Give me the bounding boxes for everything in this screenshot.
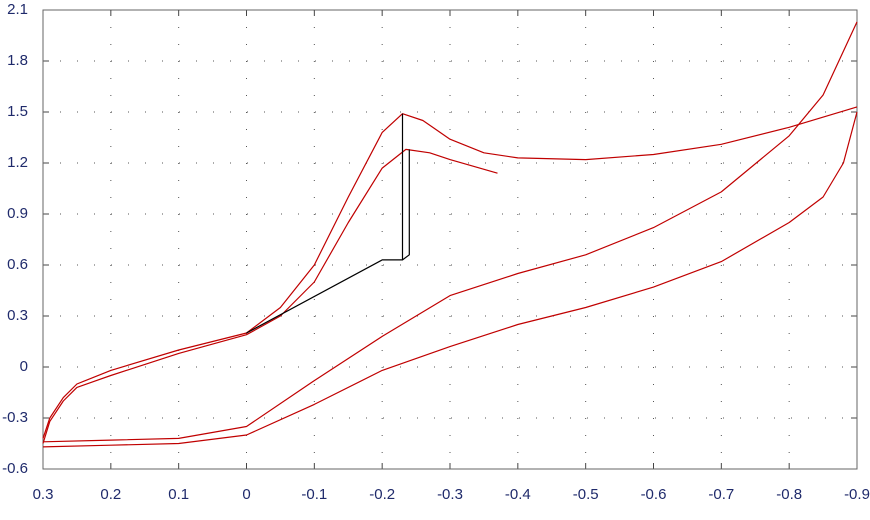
y-tick-label: 1.2 [7, 154, 28, 171]
y-tick-label: 1.5 [7, 103, 28, 120]
curve [42, 21, 858, 443]
x-tick-label: 0 [242, 486, 250, 503]
x-tick-label: -0.2 [369, 486, 395, 503]
curve [42, 106, 858, 439]
x-tick-label: 0.3 [33, 486, 54, 503]
y-tick-label: 0.9 [7, 205, 28, 222]
y-tick-label: -0.3 [2, 409, 28, 426]
curve [246, 113, 404, 334]
x-tick-label: -0.1 [301, 486, 327, 503]
y-tick-label: 1.8 [7, 52, 28, 69]
x-tick-label: -0.6 [641, 486, 667, 503]
y-tick-label: 0 [20, 358, 28, 375]
x-tick-label: 0.1 [168, 486, 189, 503]
x-tick-label: -0.9 [844, 486, 870, 503]
y-tick-label: -0.6 [2, 460, 28, 477]
curve [42, 111, 858, 448]
curve [402, 149, 410, 261]
x-tick-label: -0.7 [708, 486, 734, 503]
x-tick-label: -0.3 [437, 486, 463, 503]
curve [42, 148, 498, 444]
x-tick-label: -0.8 [776, 486, 802, 503]
y-tick-label: 0.6 [7, 256, 28, 273]
y-tick-label: 0.3 [7, 307, 28, 324]
y-tick-label: 2.1 [7, 1, 28, 18]
plot-frame [42, 9, 858, 470]
x-tick-label: -0.4 [505, 486, 531, 503]
x-tick-label: -0.5 [573, 486, 599, 503]
x-tick-label: 0.2 [100, 486, 121, 503]
